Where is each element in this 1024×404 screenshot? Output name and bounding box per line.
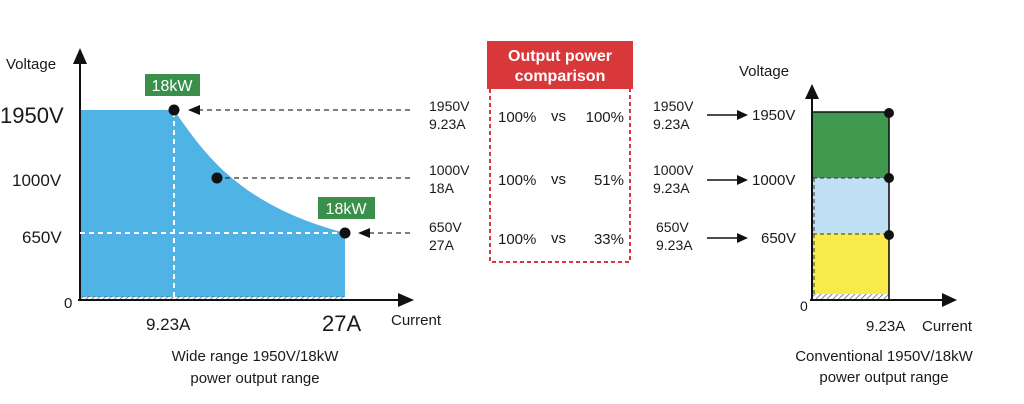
badge-top-label: 18kW [152, 78, 194, 95]
left-chart: Voltage 1950V 1000V 650V 0 9.23A 27A Cur… [0, 48, 442, 387]
left-y-tick-1950v: 1950V [0, 103, 64, 128]
right-x-axis-hatch [813, 294, 889, 299]
op3-voltage: 650V [429, 219, 462, 235]
op1-current: 9.23A [429, 116, 466, 132]
left-caption-line1: Wide range 1950V/18kW [172, 348, 340, 365]
row1-right: 100% [586, 109, 624, 126]
left-x-tick-27a: 27A [322, 311, 361, 336]
left-origin-label: 0 [64, 295, 72, 312]
conv2-voltage: 1000V [653, 162, 694, 178]
right-x-axis-label: Current [922, 318, 973, 335]
conv3-current: 9.23A [656, 237, 693, 253]
op2-current: 18A [429, 180, 455, 196]
conv2-target: 1000V [752, 172, 795, 189]
y-axis-arrowhead [73, 48, 87, 64]
conv-point-1950v [884, 108, 894, 118]
point-1000v [211, 172, 223, 184]
badge-top-bg [145, 74, 200, 96]
row1-left: 100% [498, 109, 536, 126]
right-x-axis-arrowhead [942, 293, 957, 307]
left-y-axis-label: Voltage [6, 56, 56, 73]
conv3-target: 650V [761, 230, 796, 247]
comparison-title-line2: comparison [515, 68, 606, 85]
dashed-arrowhead-650v [358, 228, 370, 238]
conv1-target: 1950V [752, 107, 795, 124]
band-green [813, 112, 889, 178]
right-x-tick-9-23a: 9.23A [866, 318, 905, 335]
x-axis-arrowhead [398, 293, 414, 307]
op3-current: 27A [429, 237, 455, 253]
left-caption-line2: power output range [190, 370, 319, 387]
comparison-box: Output power comparison 100% vs 100% 100… [487, 41, 633, 263]
x-axis-hatch [80, 296, 345, 300]
conv3-voltage: 650V [656, 219, 689, 235]
comparison-title-line1: Output power [508, 48, 612, 65]
comparison-title-bg [487, 41, 633, 89]
row3-left: 100% [498, 231, 536, 248]
row2-right: 51% [594, 172, 624, 189]
conv1-arrowhead [737, 110, 748, 120]
band-lightblue [813, 178, 889, 234]
conv3-arrowhead [737, 233, 748, 243]
conv2-arrowhead [737, 175, 748, 185]
conv1-current: 9.23A [653, 116, 690, 132]
badge-right-bg [318, 197, 375, 219]
left-y-tick-650v: 650V [22, 228, 62, 247]
right-y-axis-label: Voltage [739, 63, 789, 80]
conv-point-1000v [884, 173, 894, 183]
badge-right-label: 18kW [326, 201, 368, 218]
op1-voltage: 1950V [429, 98, 470, 114]
left-y-tick-1000v: 1000V [12, 171, 62, 190]
right-y-axis-arrowhead [805, 84, 819, 99]
left-x-tick-9-23a: 9.23A [146, 315, 191, 334]
conv-point-650v [884, 230, 894, 240]
right-caption-line1: Conventional 1950V/18kW [795, 348, 973, 365]
op2-voltage: 1000V [429, 162, 470, 178]
operating-point-labels: 1950V 9.23A 1000V 18A 650V 27A [429, 98, 470, 253]
conv2-current: 9.23A [653, 180, 690, 196]
right-origin-label: 0 [800, 298, 808, 314]
row3-vs: vs [551, 230, 566, 247]
left-x-axis-label: Current [391, 312, 442, 329]
conventional-labels: 1950V 9.23A 1950V 1000V 9.23A 1000V 650V… [653, 98, 796, 253]
wide-range-area [80, 110, 345, 297]
row3-right: 33% [594, 231, 624, 248]
row1-vs: vs [551, 108, 566, 125]
row2-left: 100% [498, 172, 536, 189]
conv1-voltage: 1950V [653, 98, 694, 114]
right-caption-line2: power output range [819, 369, 948, 386]
row2-vs: vs [551, 171, 566, 188]
right-chart: Voltage 0 9.23A Current Conventional 195… [739, 63, 974, 386]
point-1950v [168, 104, 180, 116]
band-yellow [813, 234, 889, 294]
point-650v [339, 227, 351, 239]
dashed-arrowhead-1950v [188, 105, 200, 115]
